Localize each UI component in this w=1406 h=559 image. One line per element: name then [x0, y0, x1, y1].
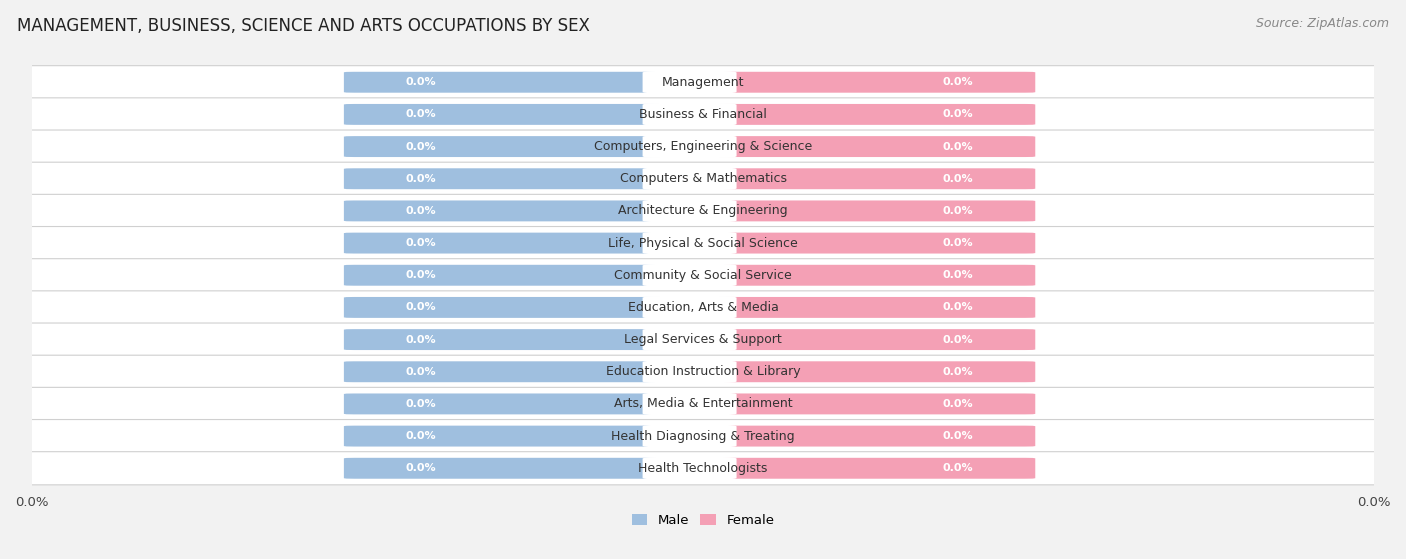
Legend: Male, Female: Male, Female [631, 514, 775, 527]
Text: Business & Financial: Business & Financial [640, 108, 766, 121]
Text: 0.0%: 0.0% [943, 110, 973, 120]
FancyBboxPatch shape [693, 458, 1035, 479]
FancyBboxPatch shape [693, 425, 1035, 447]
FancyBboxPatch shape [0, 452, 1406, 485]
Text: 0.0%: 0.0% [943, 335, 973, 344]
Text: MANAGEMENT, BUSINESS, SCIENCE AND ARTS OCCUPATIONS BY SEX: MANAGEMENT, BUSINESS, SCIENCE AND ARTS O… [17, 17, 589, 35]
Text: Education, Arts & Media: Education, Arts & Media [627, 301, 779, 314]
FancyBboxPatch shape [0, 98, 1406, 131]
FancyBboxPatch shape [693, 72, 1035, 93]
Text: 0.0%: 0.0% [943, 238, 973, 248]
FancyBboxPatch shape [344, 458, 713, 479]
Text: Management: Management [662, 75, 744, 89]
Text: Arts, Media & Entertainment: Arts, Media & Entertainment [613, 397, 793, 410]
FancyBboxPatch shape [344, 361, 713, 382]
Text: Health Diagnosing & Treating: Health Diagnosing & Treating [612, 430, 794, 443]
FancyBboxPatch shape [693, 136, 1035, 157]
Text: 0.0%: 0.0% [406, 238, 436, 248]
FancyBboxPatch shape [693, 265, 1035, 286]
FancyBboxPatch shape [0, 162, 1406, 195]
FancyBboxPatch shape [643, 424, 737, 448]
FancyBboxPatch shape [643, 296, 737, 319]
Text: 0.0%: 0.0% [943, 141, 973, 151]
FancyBboxPatch shape [643, 70, 737, 94]
Text: 0.0%: 0.0% [943, 367, 973, 377]
FancyBboxPatch shape [693, 201, 1035, 221]
Text: 0.0%: 0.0% [406, 206, 436, 216]
FancyBboxPatch shape [643, 167, 737, 191]
Text: 0.0%: 0.0% [406, 270, 436, 280]
Text: Source: ZipAtlas.com: Source: ZipAtlas.com [1256, 17, 1389, 30]
FancyBboxPatch shape [344, 265, 713, 286]
Text: Life, Physical & Social Science: Life, Physical & Social Science [609, 236, 797, 249]
FancyBboxPatch shape [344, 297, 713, 318]
FancyBboxPatch shape [0, 65, 1406, 99]
Text: 0.0%: 0.0% [943, 174, 973, 184]
FancyBboxPatch shape [693, 104, 1035, 125]
FancyBboxPatch shape [344, 72, 713, 93]
FancyBboxPatch shape [693, 297, 1035, 318]
Text: 0.0%: 0.0% [406, 399, 436, 409]
FancyBboxPatch shape [344, 104, 713, 125]
Text: 0.0%: 0.0% [943, 302, 973, 312]
Text: 0.0%: 0.0% [943, 463, 973, 473]
FancyBboxPatch shape [643, 231, 737, 255]
Text: 0.0%: 0.0% [943, 399, 973, 409]
FancyBboxPatch shape [344, 201, 713, 221]
Text: Computers & Mathematics: Computers & Mathematics [620, 172, 786, 185]
FancyBboxPatch shape [0, 387, 1406, 420]
Text: 0.0%: 0.0% [943, 431, 973, 441]
FancyBboxPatch shape [0, 323, 1406, 356]
FancyBboxPatch shape [0, 291, 1406, 324]
Text: 0.0%: 0.0% [406, 174, 436, 184]
FancyBboxPatch shape [643, 392, 737, 416]
FancyBboxPatch shape [344, 329, 713, 350]
Text: 0.0%: 0.0% [406, 141, 436, 151]
Text: Architecture & Engineering: Architecture & Engineering [619, 205, 787, 217]
FancyBboxPatch shape [643, 102, 737, 126]
Text: 0.0%: 0.0% [943, 206, 973, 216]
FancyBboxPatch shape [643, 263, 737, 287]
FancyBboxPatch shape [0, 195, 1406, 228]
FancyBboxPatch shape [643, 135, 737, 159]
FancyBboxPatch shape [344, 168, 713, 189]
FancyBboxPatch shape [344, 425, 713, 447]
Text: 0.0%: 0.0% [406, 335, 436, 344]
FancyBboxPatch shape [643, 199, 737, 223]
FancyBboxPatch shape [344, 233, 713, 254]
FancyBboxPatch shape [344, 394, 713, 414]
FancyBboxPatch shape [643, 328, 737, 352]
FancyBboxPatch shape [643, 360, 737, 383]
Text: 0.0%: 0.0% [406, 302, 436, 312]
Text: 0.0%: 0.0% [943, 270, 973, 280]
Text: 0.0%: 0.0% [406, 463, 436, 473]
FancyBboxPatch shape [693, 329, 1035, 350]
FancyBboxPatch shape [693, 394, 1035, 414]
Text: 0.0%: 0.0% [406, 77, 436, 87]
Text: 0.0%: 0.0% [406, 367, 436, 377]
Text: Education Instruction & Library: Education Instruction & Library [606, 365, 800, 378]
FancyBboxPatch shape [0, 420, 1406, 453]
Text: 0.0%: 0.0% [406, 110, 436, 120]
FancyBboxPatch shape [344, 136, 713, 157]
FancyBboxPatch shape [0, 355, 1406, 389]
Text: Computers, Engineering & Science: Computers, Engineering & Science [593, 140, 813, 153]
Text: 0.0%: 0.0% [943, 77, 973, 87]
FancyBboxPatch shape [0, 130, 1406, 163]
Text: Community & Social Service: Community & Social Service [614, 269, 792, 282]
FancyBboxPatch shape [693, 168, 1035, 189]
FancyBboxPatch shape [693, 233, 1035, 254]
FancyBboxPatch shape [643, 456, 737, 480]
FancyBboxPatch shape [0, 226, 1406, 259]
FancyBboxPatch shape [693, 361, 1035, 382]
Text: 0.0%: 0.0% [406, 431, 436, 441]
Text: Legal Services & Support: Legal Services & Support [624, 333, 782, 346]
Text: Health Technologists: Health Technologists [638, 462, 768, 475]
FancyBboxPatch shape [0, 259, 1406, 292]
